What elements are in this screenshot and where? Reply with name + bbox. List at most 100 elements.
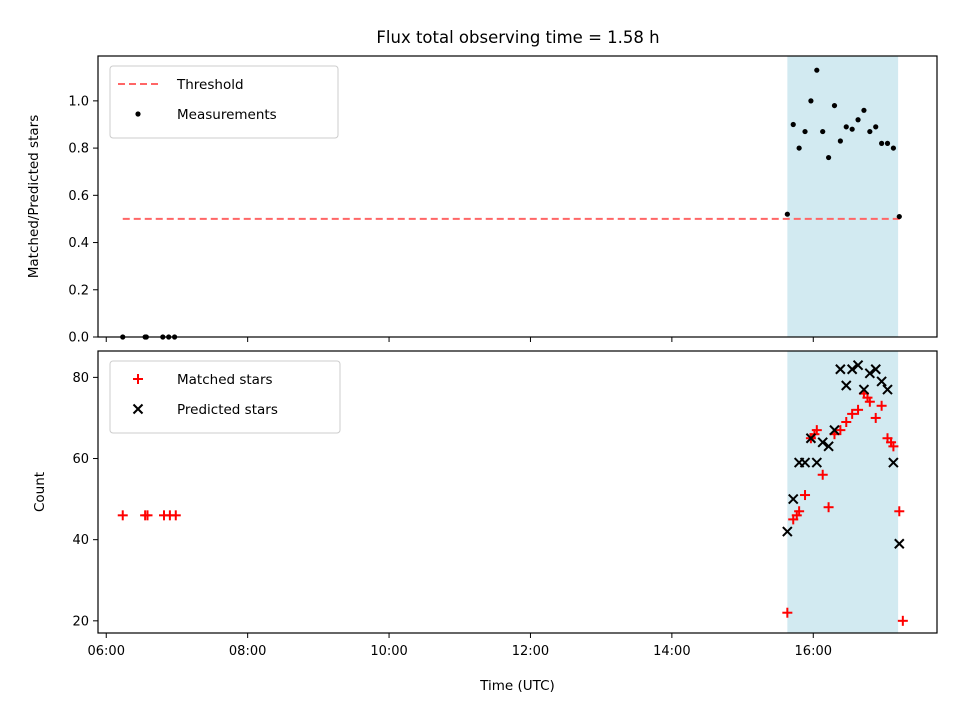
point-matched-stars-15 — [823, 502, 834, 513]
x-tick-label: 16:00 — [795, 644, 832, 659]
point-predicted-stars-14 — [864, 368, 876, 379]
y-tick-label: 60 — [72, 452, 89, 467]
point-predicted-stars-5 — [811, 457, 823, 468]
point-measurements-15 — [837, 138, 843, 144]
point-measurements-13 — [825, 154, 832, 161]
x-tick-label: 08:00 — [229, 644, 266, 659]
point-predicted-stars-12 — [852, 359, 864, 371]
point-measurements-9 — [802, 128, 808, 135]
point-predicted-stars-6 — [817, 437, 828, 448]
legend-label: Threshold — [176, 77, 244, 93]
point-predicted-stars-11-b — [846, 364, 858, 375]
point-measurements-6 — [784, 211, 790, 217]
legend-swatch — [132, 403, 144, 415]
point-predicted-stars-8 — [829, 424, 840, 436]
point-predicted-stars-14-b — [864, 368, 876, 379]
y-tick-label: 1.0 — [68, 94, 89, 109]
point-predicted-stars-5-b — [811, 457, 823, 468]
point-predicted-stars-12-b — [852, 359, 864, 371]
series-measurements — [120, 67, 902, 340]
y-tick-label: 0.2 — [68, 283, 89, 298]
point-predicted-stars-0 — [782, 526, 793, 537]
point-predicted-stars-4-b — [805, 433, 817, 444]
point-measurements-11 — [814, 67, 820, 73]
x-tick-label: 14:00 — [653, 644, 690, 659]
point-predicted-stars-3 — [799, 457, 811, 468]
point-predicted-stars-8-b — [829, 424, 840, 436]
point-measurements-10 — [808, 98, 814, 104]
point-predicted-stars-7-b — [823, 441, 834, 452]
point-predicted-stars-6-b — [817, 437, 828, 448]
point-matched-stars-9 — [794, 506, 805, 517]
point-measurements-12 — [820, 128, 826, 135]
point-measurements-24 — [890, 145, 897, 151]
point-predicted-stars-16 — [876, 376, 887, 387]
point-matched-stars-23 — [864, 396, 875, 407]
point-predicted-stars-11 — [846, 364, 858, 375]
legend-box — [109, 360, 341, 434]
point-matched-stars-29 — [894, 506, 905, 517]
point-matched-stars-30 — [897, 615, 908, 626]
point-matched-stars-24 — [870, 412, 881, 423]
point-measurements-7 — [790, 121, 796, 128]
x-tick-label: 10:00 — [370, 644, 407, 659]
point-predicted-stars-17 — [882, 384, 893, 395]
point-predicted-stars-0-b — [782, 526, 793, 537]
point-measurements-18 — [855, 117, 861, 123]
point-predicted-stars-3-b — [799, 457, 811, 468]
point-predicted-stars-4 — [805, 433, 817, 444]
point-matched-stars-19 — [847, 408, 858, 419]
y-tick-label: 40 — [72, 533, 89, 548]
point-matched-stars-20 — [853, 404, 864, 415]
point-measurements-23 — [884, 140, 891, 146]
point-measurements-8 — [796, 145, 802, 151]
chart-title: Flux total observing time = 1.58 h — [376, 28, 659, 47]
point-measurements-20 — [867, 128, 873, 135]
point-measurements-21 — [873, 124, 879, 130]
point-predicted-stars-13-b — [858, 384, 870, 395]
point-predicted-stars-7 — [823, 441, 834, 452]
point-predicted-stars-18-b — [888, 457, 899, 468]
legend-swatch — [135, 111, 141, 117]
legend: Matched stars Predicted stars — [109, 360, 341, 434]
y-tick-label: 0.0 — [68, 331, 89, 346]
point-matched-stars-17 — [835, 425, 846, 436]
legend-label: Matched stars — [177, 372, 273, 388]
series-predicted-stars — [782, 359, 905, 549]
point-predicted-stars-10 — [841, 380, 852, 391]
point-predicted-stars-13 — [858, 384, 870, 395]
point-predicted-stars-1 — [788, 493, 799, 505]
y-axis-label: Matched/Predicted stars — [26, 115, 42, 278]
y-axis-label: Count — [32, 472, 48, 512]
point-predicted-stars-19 — [894, 538, 905, 549]
point-predicted-stars-15 — [870, 364, 881, 375]
legend-swatch-b — [132, 403, 144, 415]
point-matched-stars-14 — [817, 469, 828, 480]
x-tick-label: 06:00 — [88, 644, 125, 659]
y-tick-label: 80 — [72, 371, 89, 386]
plot-frame — [97, 350, 938, 634]
point-matched-stars-28 — [888, 441, 899, 452]
point-measurements-25 — [896, 213, 902, 220]
bottom-panel: 06:00 08:00 10:00 12:00 14:00 16:00 20 40 60 80 Co… — [32, 350, 938, 694]
point-predicted-stars-16-b — [876, 376, 887, 387]
point-predicted-stars-10-b — [841, 380, 852, 391]
x-axis-label: Time (UTC) — [479, 678, 555, 694]
legend-box — [109, 65, 339, 139]
point-measurements-22 — [879, 140, 885, 146]
point-matched-stars-18 — [841, 417, 852, 428]
y-tick-label: 0.6 — [68, 189, 89, 204]
y-tick-label: 0.4 — [68, 236, 89, 251]
point-predicted-stars-18 — [888, 457, 899, 468]
top-panel: 0.0 0.2 0.4 0.6 0.8 1.0 Matched/Predicted star… — [26, 55, 938, 346]
point-matched-stars-10 — [800, 490, 811, 501]
legend-swatch — [133, 374, 143, 384]
point-measurements-16 — [843, 124, 849, 130]
legend-label: Measurements — [177, 107, 277, 123]
y-tick-label: 0.8 — [68, 142, 89, 157]
point-matched-stars-25 — [876, 400, 887, 411]
point-predicted-stars-15-b — [870, 364, 881, 375]
x-tick-label: 12:00 — [512, 644, 549, 659]
point-matched-stars-2 — [142, 510, 153, 521]
point-predicted-stars-1-b — [788, 493, 799, 505]
